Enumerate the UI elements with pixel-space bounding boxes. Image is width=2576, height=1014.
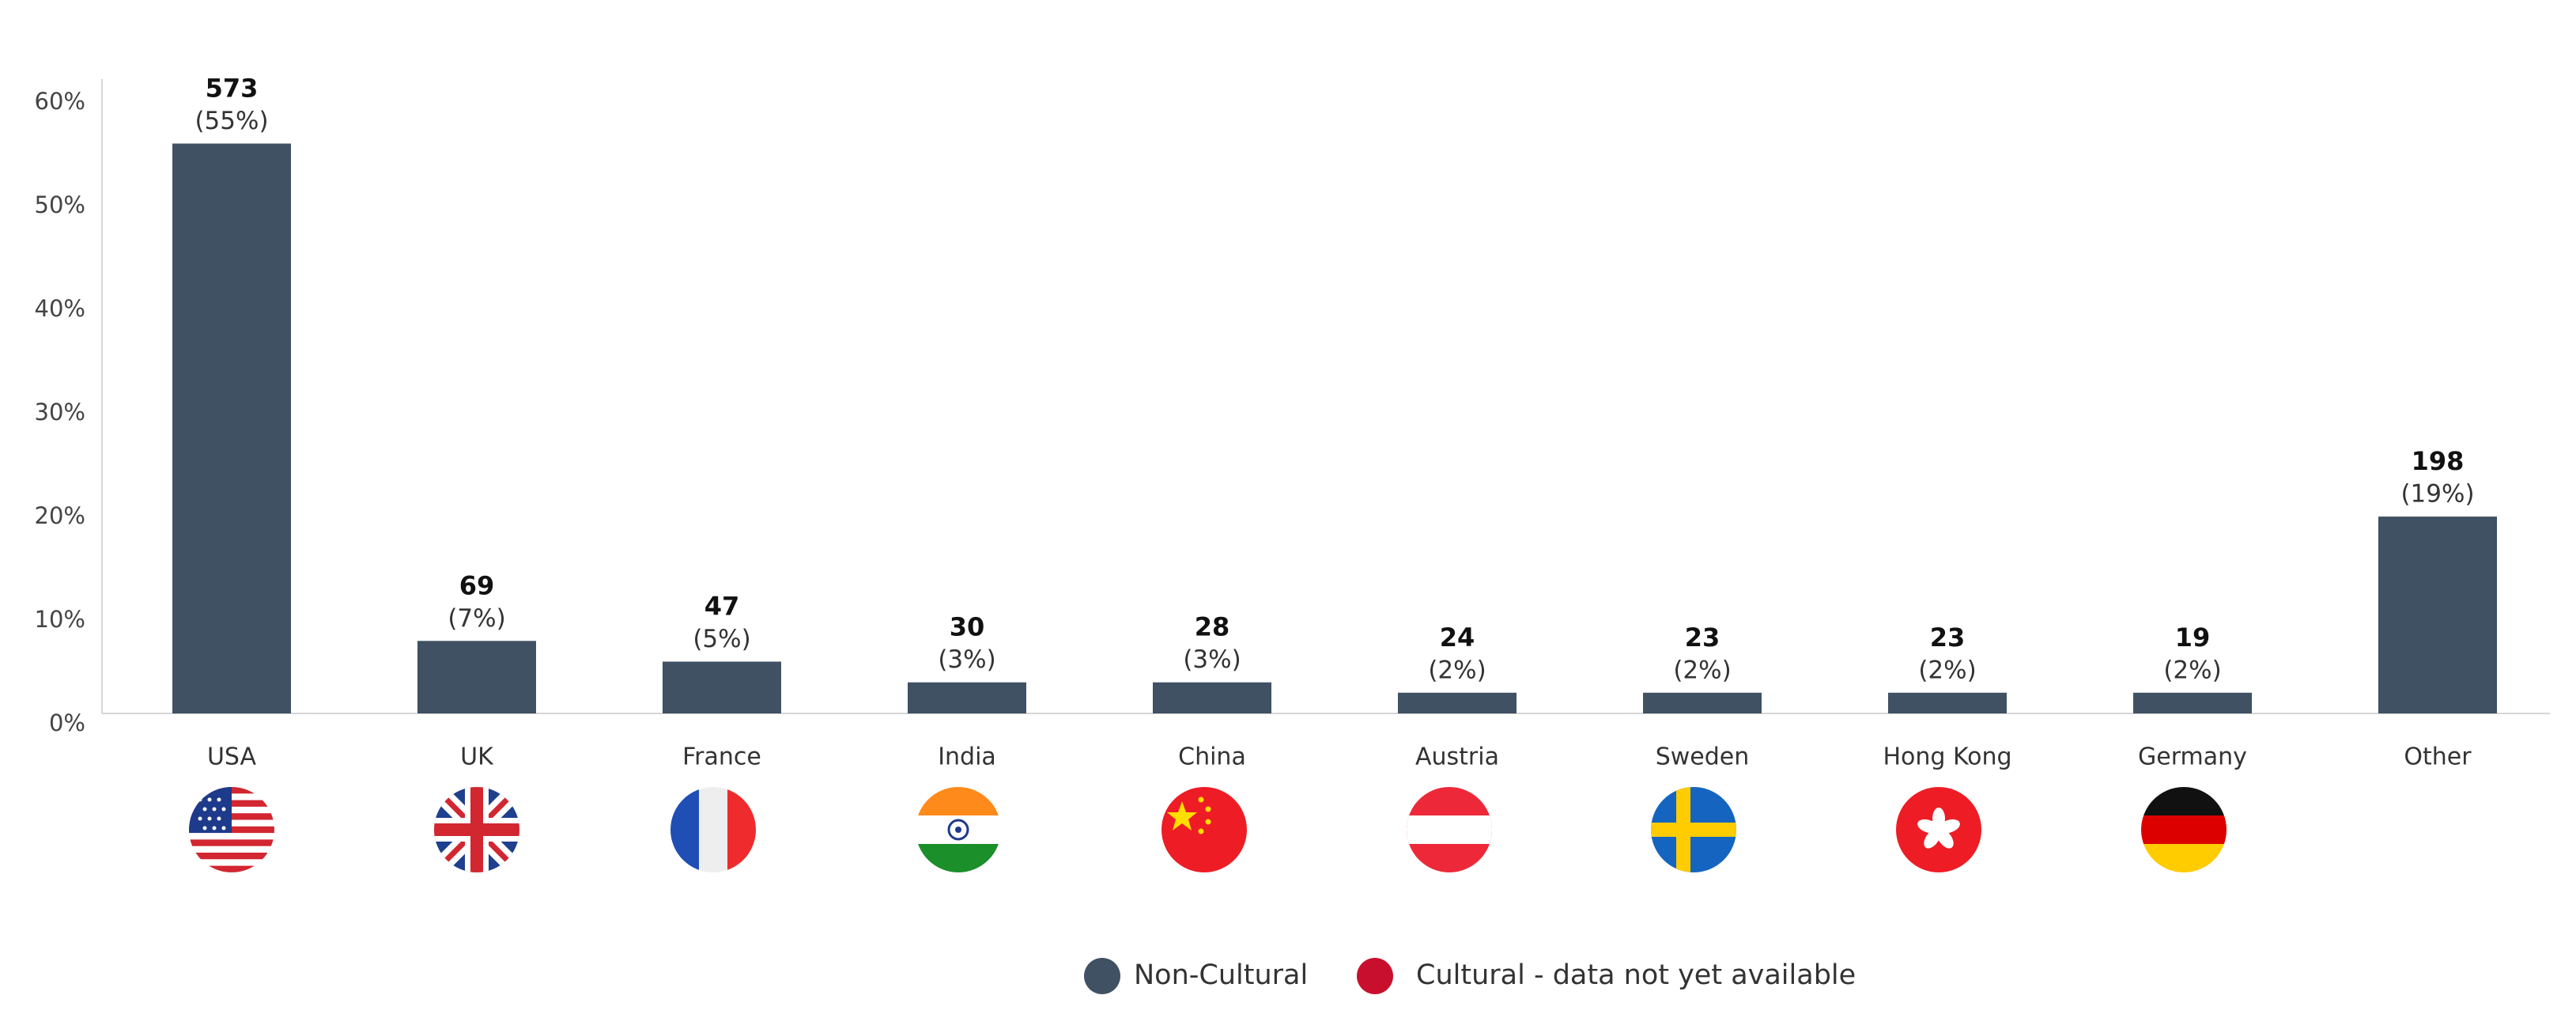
- y-tick-label: 20%: [35, 502, 85, 529]
- x-tick-label: Austria: [1415, 743, 1499, 771]
- bar: [172, 143, 291, 713]
- value-label: (3%): [938, 645, 995, 674]
- count-label: 28: [1195, 612, 1230, 642]
- count-label: 19: [2175, 622, 2211, 653]
- count-label: 23: [1685, 622, 1720, 653]
- y-tick-label: 40%: [35, 295, 85, 322]
- count-label: 24: [1440, 622, 1475, 653]
- y-tick-label: 30%: [35, 399, 85, 426]
- count-label: 30: [950, 612, 985, 642]
- value-label: (5%): [693, 625, 750, 653]
- count-label: 573: [206, 74, 259, 104]
- flag-uk: [434, 787, 519, 872]
- flags: [189, 787, 2227, 872]
- flag-hong-kong: [1896, 787, 1981, 872]
- x-tick-label: India: [938, 743, 996, 771]
- value-label: (19%): [2400, 480, 2474, 509]
- bar: [1643, 692, 1762, 713]
- x-tick-label: USA: [207, 743, 257, 771]
- value-label: (2%): [1918, 656, 1976, 684]
- flag-france: [670, 787, 756, 872]
- y-tick-label: 60%: [35, 88, 85, 115]
- legend-label: Non-Cultural: [1134, 959, 1308, 991]
- flag-india: [916, 787, 1001, 872]
- count-label: 23: [1930, 622, 1966, 653]
- flag-usa: [189, 787, 274, 872]
- bar: [2378, 516, 2497, 713]
- x-tick-label: Sweden: [1656, 743, 1750, 771]
- x-tick-label: Germany: [2138, 743, 2247, 771]
- flag-china: [1161, 787, 1247, 872]
- y-tick-label: 10%: [35, 606, 85, 633]
- x-tick-label: China: [1178, 743, 1246, 771]
- bar: [663, 661, 781, 713]
- bar: [908, 682, 1026, 713]
- bar: [1153, 682, 1271, 713]
- value-label: (2%): [1673, 656, 1731, 684]
- bar: [1888, 692, 2007, 713]
- bar: [1398, 692, 1517, 713]
- y-tick-label: 0%: [49, 709, 85, 736]
- x-tick-label: Other: [2404, 743, 2472, 771]
- value-label: (2%): [2163, 656, 2221, 684]
- value-label: (2%): [1428, 656, 1486, 684]
- value-label: (7%): [448, 604, 505, 633]
- bar: [417, 641, 536, 713]
- flag-austria: [1407, 787, 1492, 872]
- legend-marker: [1357, 958, 1393, 994]
- count-label: 47: [704, 592, 740, 622]
- legend-label: Cultural - data not yet available: [1416, 959, 1856, 991]
- legend-marker: [1084, 958, 1120, 994]
- x-tick-label: UK: [460, 743, 494, 771]
- y-tick-label: 50%: [35, 191, 85, 218]
- count-label: 198: [2412, 446, 2465, 476]
- count-label: 69: [459, 570, 495, 600]
- x-tick-label: Hong Kong: [1883, 743, 2011, 771]
- bar: [2133, 692, 2252, 713]
- value-label: (55%): [195, 107, 268, 135]
- flag-germany: [2141, 787, 2227, 872]
- value-label: (3%): [1183, 645, 1241, 674]
- flag-sweden: [1651, 787, 1736, 872]
- x-tick-label: France: [682, 743, 761, 771]
